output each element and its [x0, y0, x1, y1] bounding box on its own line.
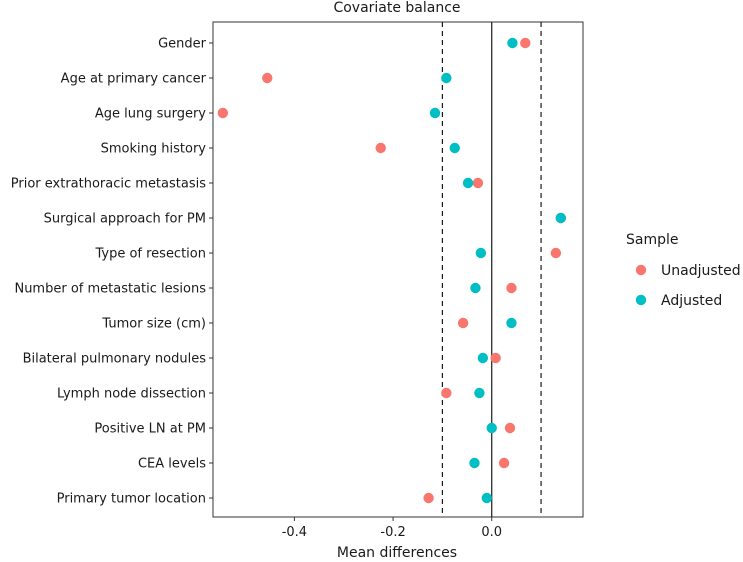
chart-title: Covariate balance	[333, 0, 460, 16]
unadjusted-point	[490, 352, 501, 364]
y-tick-label: Lymph node dissection	[57, 387, 206, 402]
adjusted-point	[449, 142, 460, 154]
unadjusted-point	[506, 282, 517, 294]
unadjusted-point	[375, 142, 386, 154]
y-axis: Gender Age at primary cancer Age lung surg…	[11, 37, 213, 507]
y-tick-label: Bilateral pulmonary nodules	[23, 352, 207, 367]
x-axis: -0.4 -0.2 0.0	[282, 517, 502, 540]
y-tick-label: Number of metastatic lesions	[14, 282, 206, 297]
y-tick-label: Age lung surgery	[95, 107, 206, 122]
unadjusted-point	[550, 247, 562, 259]
adjusted-point	[555, 212, 566, 224]
legend-title: Sample	[626, 232, 679, 248]
unadjusted-point	[423, 492, 434, 504]
adjusted-point	[474, 387, 485, 399]
y-tick-label: Positive LN at PM	[94, 422, 206, 437]
y-tick-label: Primary tumor location	[57, 492, 206, 507]
unadjusted-point	[472, 177, 484, 189]
adjusted-point	[470, 282, 481, 294]
y-tick-label: Tumor size (cm)	[101, 317, 206, 332]
unadjusted-point	[520, 37, 531, 49]
x-tick-label: -0.2	[380, 525, 405, 540]
adjusted-point	[486, 422, 497, 434]
unadjusted-point	[498, 457, 510, 469]
legend: Sample Unadjusted Adjusted	[626, 232, 741, 309]
adjusted-point	[441, 72, 452, 84]
adjusted-point	[429, 107, 441, 119]
y-tick-label: Gender	[158, 37, 207, 52]
adjusted-point	[477, 352, 489, 364]
unadjusted-point	[441, 387, 452, 399]
adjusted-point	[469, 457, 480, 469]
y-tick-label: Prior extrathoracic metastasis	[11, 177, 206, 192]
x-axis-title: Mean differences	[337, 545, 457, 561]
unadjusted-point	[504, 422, 516, 434]
adjusted-point	[507, 37, 518, 49]
y-tick-label: Smoking history	[101, 142, 207, 157]
y-tick-label: Surgical approach for PM	[44, 212, 206, 227]
x-tick-label: 0.0	[481, 525, 502, 540]
legend-unadjusted-key	[635, 264, 647, 276]
legend-unadjusted-label: Unadjusted	[661, 263, 741, 279]
adjusted-point	[475, 247, 487, 259]
legend-adjusted-label: Adjusted	[661, 293, 722, 309]
unadjusted-point	[217, 107, 229, 119]
reference-lines	[441, 22, 542, 517]
adjusted-point	[506, 317, 517, 329]
legend-adjusted-key	[635, 294, 647, 306]
y-tick-label: CEA levels	[138, 457, 206, 472]
data-points	[217, 37, 566, 504]
x-tick-label: -0.4	[282, 525, 307, 540]
y-tick-label: Type of resection	[94, 247, 206, 262]
unadjusted-point	[457, 317, 469, 329]
adjusted-point	[481, 492, 492, 504]
adjusted-point	[462, 177, 474, 189]
plot-panel	[212, 21, 584, 518]
unadjusted-point	[262, 72, 273, 84]
y-tick-label: Age at primary cancer	[61, 72, 207, 87]
